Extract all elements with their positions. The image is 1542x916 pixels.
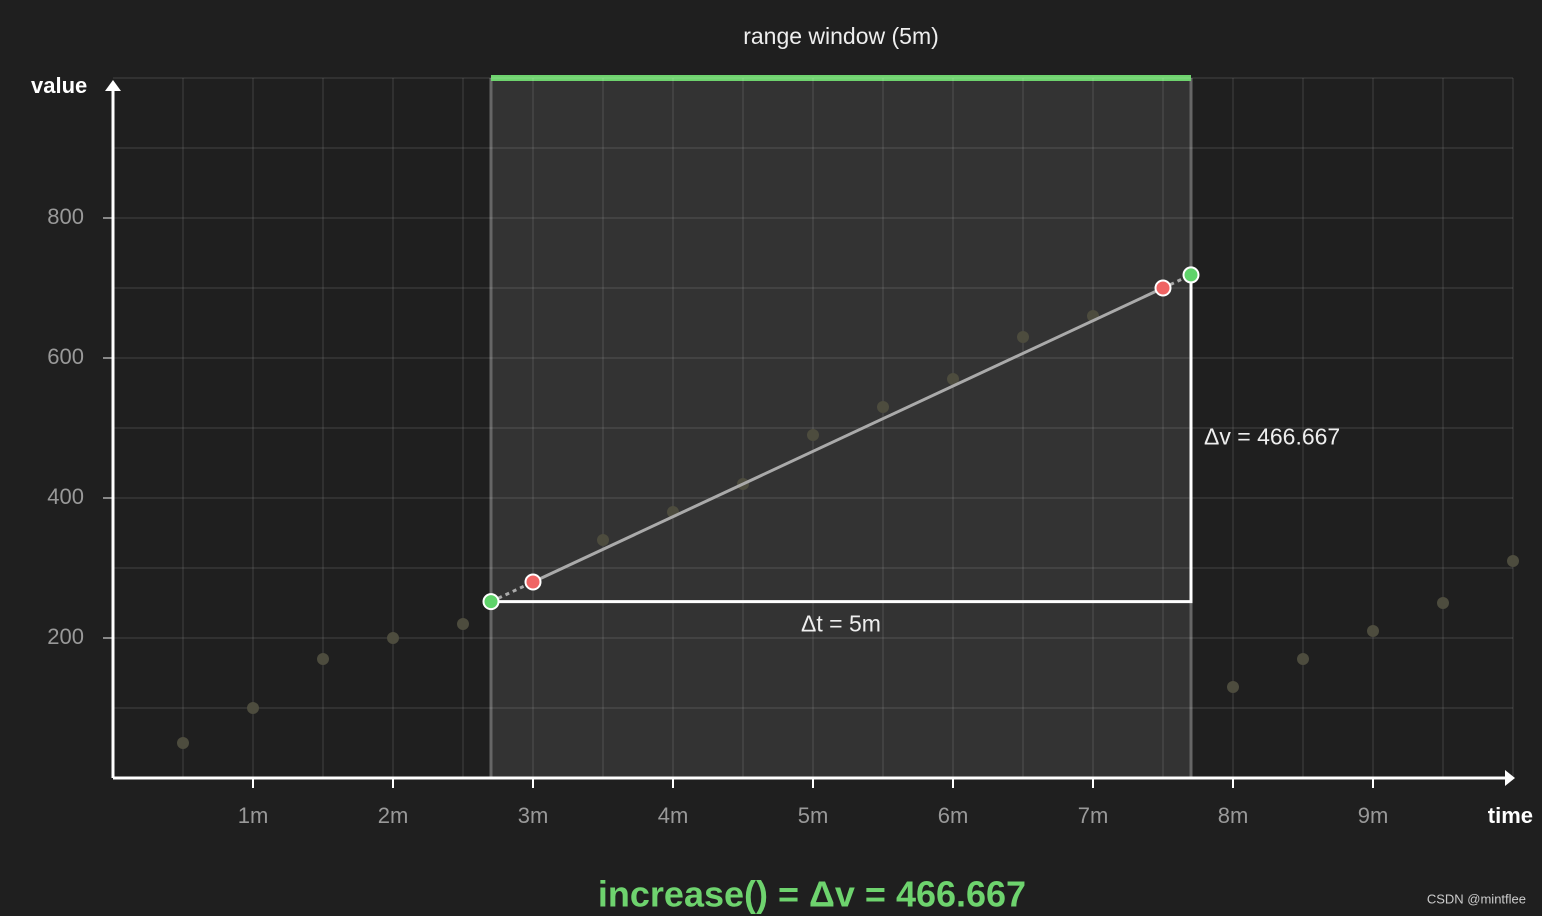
x-tick-label: 2m	[378, 803, 409, 828]
range-window	[491, 78, 1191, 778]
window-label: range window (5m)	[743, 23, 939, 49]
extrapolated-point	[482, 593, 500, 611]
extrapolated-point	[1182, 266, 1200, 284]
selected-point	[1154, 279, 1172, 297]
sample-point	[1227, 681, 1239, 693]
sample-point	[247, 702, 259, 714]
y-tick-label: 200	[47, 624, 84, 649]
x-tick-label: 9m	[1358, 803, 1389, 828]
result-text: increase() = Δv = 466.667	[598, 874, 1026, 915]
sample-point	[1297, 653, 1309, 665]
y-tick-label: 600	[47, 344, 84, 369]
delta-triangle	[491, 274, 1193, 604]
y-tick-label: 400	[47, 484, 84, 509]
sample-point	[877, 401, 889, 413]
sample-point	[317, 653, 329, 665]
sample-point	[387, 632, 399, 644]
selected-point	[524, 573, 542, 591]
y-tick-label: 800	[47, 204, 84, 229]
grid-layer: 200 400 600 800 1m 2m 3m 4m 5m 6m 7m 8m 9m	[47, 77, 1515, 828]
rate-line	[532, 286, 1164, 584]
window-layer: range window (5m)	[489, 23, 1193, 778]
x-tick-label: 5m	[798, 803, 829, 828]
marks-layer: Δt = 5m Δv = 466.667	[177, 266, 1519, 749]
x-tick-label: 1m	[238, 803, 269, 828]
sample-point	[1367, 625, 1379, 637]
sample-point	[597, 534, 609, 546]
sample-point	[457, 618, 469, 630]
watermark: CSDN @mintflee	[1427, 891, 1526, 906]
sample-point	[807, 429, 819, 441]
x-tick-label: 8m	[1218, 803, 1249, 828]
y-axis-label: value	[31, 73, 87, 98]
sample-point	[1017, 331, 1029, 343]
x-tick-label: 7m	[1078, 803, 1109, 828]
sample-point	[947, 373, 959, 385]
sample-point	[1507, 555, 1519, 567]
sample-point	[1437, 597, 1449, 609]
x-tick-label: 3m	[518, 803, 549, 828]
dv-label: Δv = 466.667	[1204, 423, 1340, 449]
dt-label: Δt = 5m	[801, 611, 881, 637]
x-axis-arrow	[1505, 770, 1515, 786]
x-tick-label: 6m	[938, 803, 969, 828]
y-axis-arrow	[105, 80, 121, 91]
sample-point	[177, 737, 189, 749]
x-axis-label: time	[1488, 803, 1533, 828]
x-tick-label: 4m	[658, 803, 689, 828]
